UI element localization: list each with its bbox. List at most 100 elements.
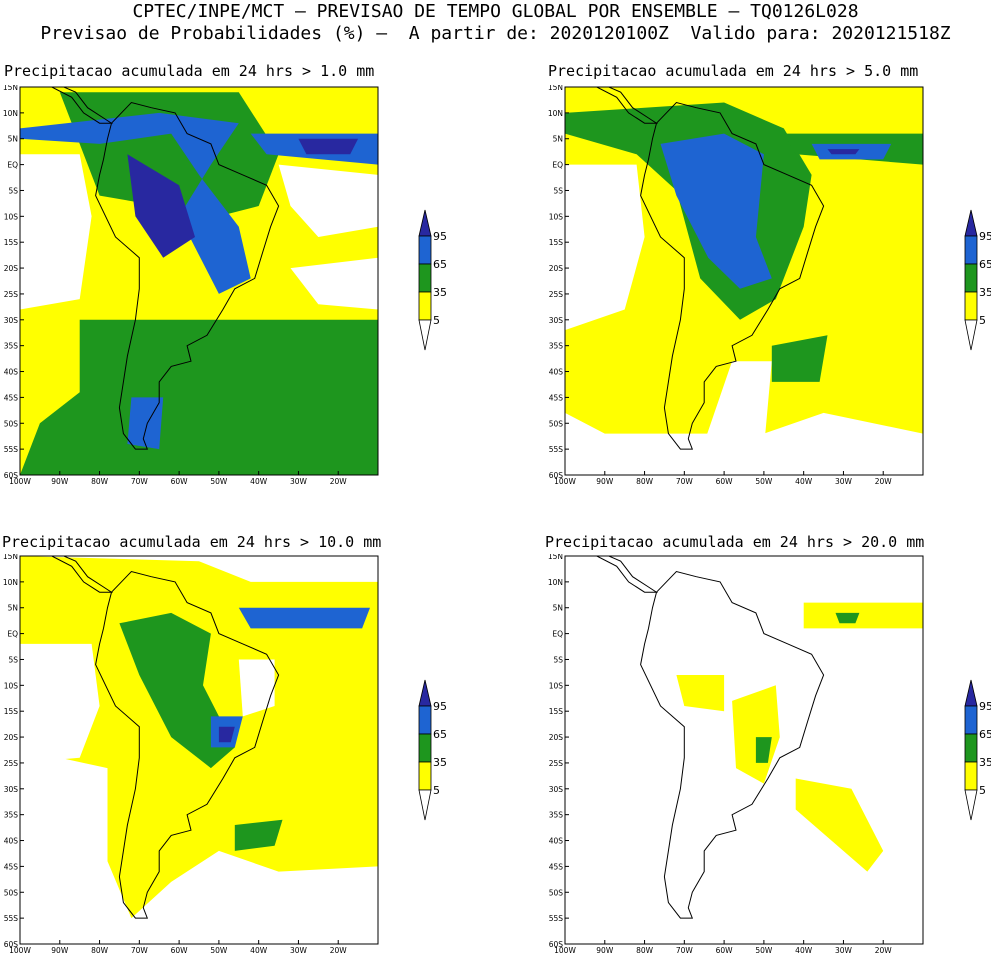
probability-area-white [238, 659, 275, 717]
x-tick-label: 100W [9, 946, 31, 954]
plot-frame [19, 86, 379, 476]
panel-3-colorbar: 5 35 65 95 [418, 679, 447, 821]
y-tick-label: 10N [3, 109, 18, 118]
y-tick-label: 25S [4, 290, 19, 299]
x-tick-label: 100W [554, 477, 576, 485]
colorbar-label: 65 [433, 258, 447, 271]
probability-area-blue [660, 133, 772, 289]
y-tick-label: 10S [4, 681, 19, 690]
y-tick-label: 45S [549, 393, 564, 402]
colorbar-band-yellow [418, 761, 432, 791]
header-subtitle: Previsao de Probabilidades (%) — A parti… [40, 23, 951, 44]
y-tick-label: 30S [4, 316, 19, 325]
x-tick-label: 50W [755, 946, 773, 954]
colorbar-band-blue [418, 705, 432, 735]
y-tick-label: 10S [549, 681, 564, 690]
colorbar-band-blue [964, 235, 978, 265]
probability-area-green [771, 335, 828, 382]
x-tick-label: 60W [171, 477, 189, 485]
y-tick-label: 15N [3, 554, 18, 561]
y-tick-label: 5N [8, 135, 18, 144]
colorbar-band-white [964, 319, 978, 351]
plot-frame [564, 86, 924, 476]
y-tick-label: 15S [4, 707, 19, 716]
y-tick-label: 5S [8, 655, 18, 664]
x-tick-label: 70W [676, 477, 694, 485]
y-tick-label: 40S [4, 837, 19, 846]
probability-area-yellow [795, 778, 884, 872]
colorbar-band-yellow [964, 761, 978, 791]
probability-area-indigo [827, 149, 860, 155]
y-tick-label: 50S [4, 888, 19, 897]
x-tick-label: 30W [835, 477, 853, 485]
y-tick-label: EQ [552, 630, 563, 639]
x-tick-label: 90W [596, 477, 614, 485]
y-tick-label: 35S [549, 342, 564, 351]
y-tick-label: 25S [549, 290, 564, 299]
probability-area-yellow [803, 602, 923, 629]
panel-4-map: 100W 90W 80W 70W 60W 50W 40W 30W 20W 15N 10N 5N EQ 5S… [548, 554, 924, 954]
colorbar-band-yellow [964, 291, 978, 321]
colorbar-label: 65 [979, 728, 991, 741]
probability-area-indigo [127, 154, 195, 258]
colorbar-label: 95 [433, 230, 447, 243]
colorbar-band-indigo [964, 209, 978, 237]
x-tick-label: 50W [210, 477, 228, 485]
x-tick-label: 100W [9, 477, 31, 485]
probability-area-white [565, 164, 645, 331]
y-tick-label: EQ [552, 161, 563, 170]
probability-area-yellow [676, 675, 725, 712]
header-title: CPTEC/INPE/MCT — PREVISAO DE TEMPO GLOBA… [132, 1, 859, 22]
x-tick-label: 60W [716, 477, 734, 485]
y-tick-label: 25S [549, 759, 564, 768]
y-tick-label: 30S [549, 316, 564, 325]
colorbar-band-indigo [418, 209, 432, 237]
x-tick-label: 90W [51, 946, 69, 954]
x-tick-label: 80W [91, 946, 109, 954]
probability-area-indigo [218, 726, 235, 743]
y-tick-label: 40S [549, 368, 564, 377]
y-tick-label: 5N [8, 604, 18, 613]
panel-1-map: 100W 90W 80W 70W 60W 50W 40W 30W 20W 15N 10N 5N EQ 5S… [3, 85, 379, 485]
colorbar-label: 95 [979, 230, 991, 243]
y-tick-label: 60S [549, 471, 564, 480]
probability-area-blue [20, 112, 251, 294]
colorbar-label: 65 [433, 728, 447, 741]
y-tick-label: 30S [4, 785, 19, 794]
plot-frame [19, 555, 379, 945]
x-tick-label: 70W [131, 946, 149, 954]
x-tick-label: 80W [91, 477, 109, 485]
x-tick-label: 20W [330, 946, 348, 954]
y-tick-label: 15S [549, 707, 564, 716]
y-tick-label: 25S [4, 759, 19, 768]
y-tick-label: 60S [549, 940, 564, 949]
coastline-south-america [640, 101, 825, 450]
probability-area-blue [238, 607, 370, 629]
y-tick-label: 60S [4, 471, 19, 480]
x-tick-label: 90W [596, 946, 614, 954]
colorbar-band-indigo [964, 679, 978, 707]
y-tick-label: 40S [4, 368, 19, 377]
x-tick-label: 80W [636, 477, 654, 485]
y-tick-label: 10N [548, 109, 563, 118]
y-tick-label: 20S [549, 264, 564, 273]
y-tick-label: 15N [548, 554, 563, 561]
colorbar-band-white [964, 789, 978, 821]
x-tick-label: 60W [716, 946, 734, 954]
panel-3-map: 100W 90W 80W 70W 60W 50W 40W 30W 20W 15N 10N 5N EQ 5S… [3, 554, 379, 954]
y-tick-label: 20S [4, 264, 19, 273]
y-tick-label: 50S [4, 419, 19, 428]
x-tick-label: 30W [290, 946, 308, 954]
x-tick-label: 80W [636, 946, 654, 954]
colorbar-band-green [418, 263, 432, 293]
coastline-central-america [50, 556, 114, 593]
y-tick-label: EQ [7, 161, 18, 170]
panel-2-colorbar: 5 35 65 95 [964, 209, 991, 351]
probability-area-green [835, 612, 860, 624]
coastline-central-america [595, 87, 659, 124]
y-tick-label: 20S [549, 733, 564, 742]
colorbar-band-green [964, 263, 978, 293]
x-tick-label: 90W [51, 477, 69, 485]
probability-area-white [700, 361, 772, 455]
probability-area-green [234, 819, 283, 851]
